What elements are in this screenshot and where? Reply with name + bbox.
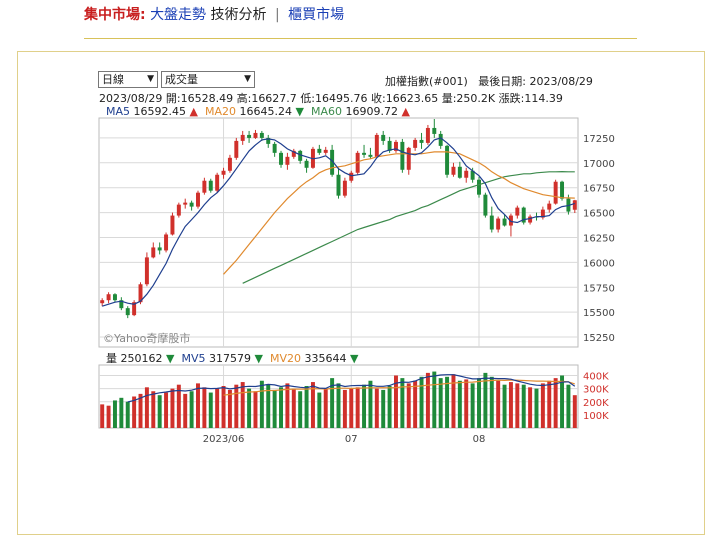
close-value: 收:16623.65 [371, 92, 439, 105]
chevron-down-icon: ▼ [244, 74, 251, 84]
mv20-label: MV20 [269, 352, 301, 365]
index-name: 加權指數(#001) [385, 75, 468, 88]
index-info: 加權指數(#001) 最後日期: 2023/08/29 [385, 73, 593, 89]
mv5-label: MV5 [181, 352, 206, 365]
vol-label: 量 [106, 352, 117, 365]
chart-frame [17, 51, 705, 535]
ma5-value: 16592.45 [133, 105, 187, 118]
low-value: 低:16495.76 [300, 92, 368, 105]
ma5-label: MA5 [106, 105, 131, 118]
mv20-value: 335644 [304, 352, 347, 365]
indicator-select-value: 成交量 [165, 73, 198, 86]
ohlc-row: 2023/08/29 開:16528.49 高:16627.7 低:16495.… [99, 90, 563, 106]
period-select-value: 日線 [102, 73, 124, 86]
ma20-value: 16645.24 [239, 105, 293, 118]
last-date: 最後日期: 2023/08/29 [478, 75, 593, 88]
mv5-value: 317579 [208, 352, 251, 365]
nav-link-market-trend[interactable]: 大盤走勢 [150, 7, 207, 23]
ma5-arrow-icon: ▲ [189, 105, 198, 118]
period-select[interactable]: 日線 ▼ [98, 71, 158, 88]
ma20-label: MA20 [204, 105, 236, 118]
mv5-arrow-icon: ▼ [254, 352, 263, 365]
chevron-down-icon: ▼ [147, 74, 154, 84]
indicator-select[interactable]: 成交量 ▼ [161, 71, 255, 88]
mv20-arrow-icon: ▼ [349, 352, 359, 365]
market-label: 集中市場: [84, 7, 146, 23]
change-value: 漲跌:114.39 [498, 92, 563, 105]
open-value: 開:16528.49 [165, 92, 234, 105]
vol-value: 250162 [120, 352, 163, 365]
nav-link-technical-analysis[interactable]: 技術分析 [210, 7, 267, 23]
volume-value: 量:250.2K [441, 92, 496, 105]
ma20-arrow-icon: ▼ [295, 105, 304, 118]
nav-link-otc-market[interactable]: 櫃買市場 [288, 7, 345, 23]
header-divider [84, 38, 637, 39]
ma60-label: MA60 [310, 105, 342, 118]
ma60-value: 16909.72 [345, 105, 398, 118]
top-navigation: 集中市場: 大盤走勢 技術分析 | 櫃買市場 [84, 4, 344, 24]
ma60-arrow-icon: ▲ [401, 105, 410, 118]
high-value: 高:16627.7 [236, 92, 297, 105]
nav-separator: | [274, 7, 280, 23]
quote-date: 2023/08/29 [99, 92, 163, 105]
volume-legend: 量 250162 ▼ MV5 317579 ▼ MV20 335644 ▼ [106, 350, 358, 366]
ma-legend: MA5 16592.45 ▲ MA20 16645.24 ▼ MA60 1690… [106, 105, 410, 118]
vol-arrow-icon: ▼ [166, 352, 175, 365]
